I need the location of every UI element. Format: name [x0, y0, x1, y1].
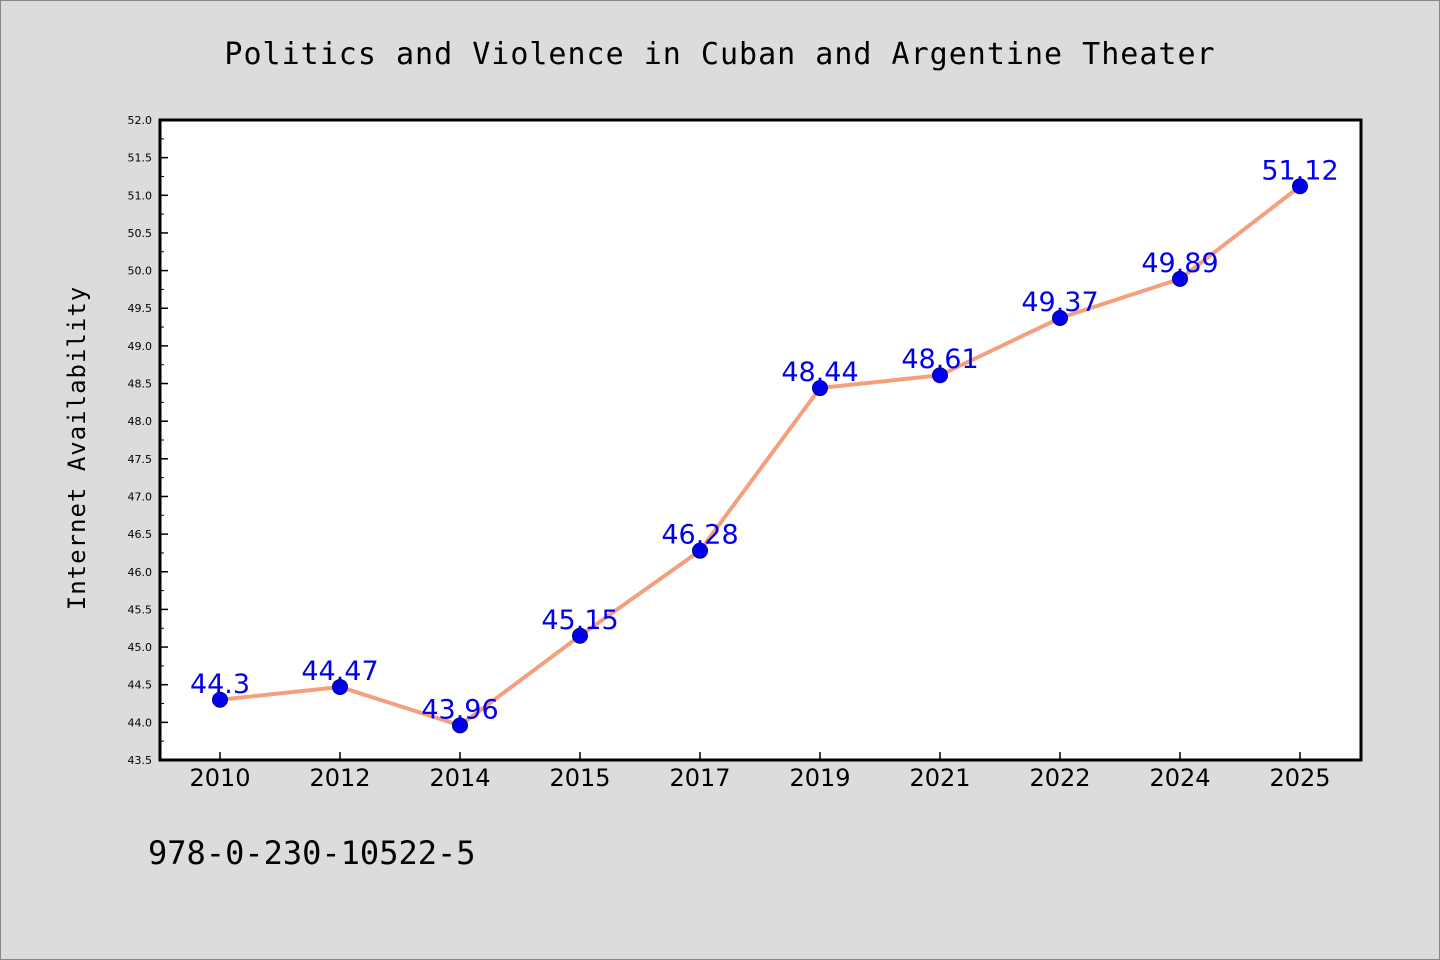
- series-line: [218, 184, 1302, 728]
- data-label-7: 49.37: [1021, 287, 1098, 318]
- x-tick-label-4: 2017: [669, 764, 730, 792]
- y-tick-label-0: 43.5: [128, 754, 153, 767]
- x-tick-label-8: 2024: [1149, 764, 1210, 792]
- y-tick-label-9: 48.0: [128, 415, 153, 428]
- isbn-text: 978-0-230-10522-5: [148, 834, 476, 872]
- y-tick-label-6: 46.5: [128, 528, 153, 541]
- x-tick-label-2: 2014: [429, 764, 490, 792]
- y-tick-label-15: 51.0: [128, 189, 153, 202]
- x-tick-label-7: 2022: [1029, 764, 1090, 792]
- y-tick-label-7: 47.0: [128, 490, 153, 503]
- x-tick-label-0: 2010: [189, 764, 250, 792]
- series-markers: [212, 178, 1308, 734]
- y-tick-label-10: 48.5: [128, 378, 153, 391]
- data-label-6: 48.61: [901, 344, 978, 375]
- y-tick-label-13: 50.0: [128, 265, 153, 278]
- y-tick-label-8: 47.5: [128, 453, 153, 466]
- plot-border: [158, 118, 1363, 762]
- data-point-1: [332, 678, 348, 695]
- data-labels: 44.3 44.47 43.96 45.15 46.28 48.44 48.61 49.37 4…: [190, 155, 1339, 725]
- data-label-5: 48.44: [781, 357, 858, 388]
- y-tick-label-5: 46.0: [128, 566, 153, 579]
- y-tick-label-14: 50.5: [128, 227, 153, 240]
- data-point-5: [812, 380, 828, 397]
- x-tick-label-3: 2015: [549, 764, 610, 792]
- y-tick-label-17: 52.0: [128, 114, 153, 127]
- y-tick-label-12: 49.5: [128, 302, 153, 315]
- data-point-8: [1172, 270, 1188, 287]
- data-point-0: [212, 691, 228, 708]
- data-label-1: 44.47: [301, 656, 378, 687]
- data-label-2: 43.96: [421, 694, 498, 725]
- x-tick-label-5: 2019: [789, 764, 850, 792]
- x-tick-label-9: 2025: [1269, 764, 1330, 792]
- y-tick-label-11: 49.0: [128, 340, 153, 353]
- chart-title: Politics and Violence in Cuban and Argen…: [224, 37, 1215, 72]
- y-tick-label-2: 44.5: [128, 679, 153, 692]
- y-tick-label-16: 51.5: [128, 152, 153, 165]
- data-label-0: 44.3: [190, 669, 250, 700]
- x-tick-label-6: 2021: [909, 764, 970, 792]
- data-point-2: [452, 717, 468, 734]
- y-tick-label-4: 45.5: [128, 603, 153, 616]
- data-point-7: [1052, 310, 1068, 327]
- data-label-3: 45.15: [541, 605, 618, 636]
- data-point-9: [1292, 178, 1308, 195]
- data-point-3: [572, 627, 588, 644]
- y-axis-label: Internet Availability: [63, 286, 91, 610]
- data-label-4: 46.28: [661, 520, 738, 551]
- data-label-9: 51.12: [1261, 155, 1338, 186]
- data-point-6: [932, 367, 948, 384]
- data-label-8: 49.89: [1141, 248, 1218, 279]
- x-axis: 2010 2012 2014 2015 2017 2019 2021 2022 2024 2025: [189, 752, 1331, 792]
- data-point-4: [692, 542, 708, 559]
- y-tick-label-1: 44.0: [128, 716, 153, 729]
- y-tick-label-3: 45.0: [128, 641, 153, 654]
- plot-area: [160, 120, 1361, 760]
- x-tick-label-1: 2012: [309, 764, 370, 792]
